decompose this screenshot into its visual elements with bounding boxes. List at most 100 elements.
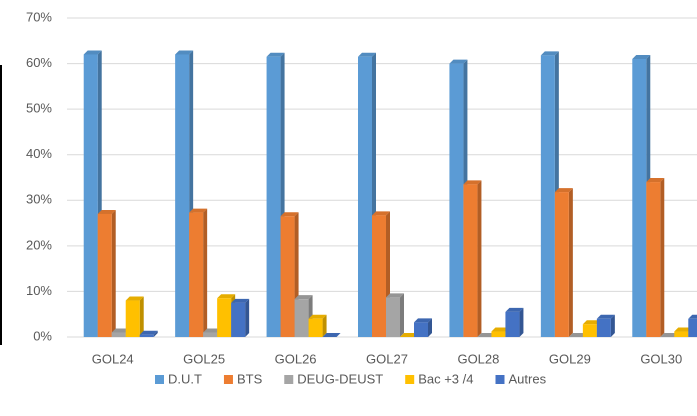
bar [294,299,309,337]
bar [582,324,597,337]
bar-top [674,327,693,332]
bar [231,302,246,337]
bar-top [505,307,524,312]
bar [189,212,204,337]
bar-side [568,188,573,337]
y-tick-label: 30% [26,192,52,207]
bar-top [582,320,601,325]
bar-top [414,318,432,323]
y-tick-label: 10% [26,283,52,298]
bar [266,56,281,337]
bar [463,184,478,337]
bar [358,56,372,337]
bar-side [139,296,144,337]
bar [491,331,506,337]
bar-top [477,333,496,337]
bar-top [491,327,510,332]
bar [280,216,295,337]
bar-top [632,55,651,60]
bar-top [203,328,222,333]
bar-top [175,50,194,55]
bar-side [111,209,116,337]
bar [632,59,647,338]
bar [386,297,400,337]
bar-top [83,50,102,55]
bar [449,63,464,337]
y-tick-label: 0% [33,328,52,343]
bar-top [280,212,299,217]
bar [97,213,112,337]
bar [554,192,569,337]
bar [540,55,555,338]
bar [646,182,661,337]
bar-top [646,178,665,183]
bar-top [111,328,130,333]
legend-label: Bac +3 /4 [418,371,473,386]
bar-side [400,293,404,337]
bar [414,322,428,337]
bar [674,331,689,337]
bar-top [660,333,679,337]
legend-label: BTS [237,371,263,386]
x-tick-label: GOL26 [275,351,317,366]
legend-label: Autres [509,371,547,386]
y-tick-label: 60% [26,55,52,70]
bar-top [294,295,313,300]
bar-top [97,209,116,214]
legend-swatch [495,375,505,384]
y-tick-label: 70% [26,9,52,24]
bar-side [322,314,327,337]
bar [217,298,232,337]
bar-top [139,330,158,335]
bar-top [217,294,236,299]
bar-top [463,180,482,185]
bar-top [372,211,390,216]
y-tick-label: 50% [26,101,52,116]
bar-side [153,330,158,337]
bar [596,318,611,337]
bar-top [308,314,327,319]
bar-top [568,333,587,337]
bar-top [189,208,208,213]
x-tick-label: GOL30 [640,351,682,366]
x-tick-label: GOL24 [92,351,134,366]
bar-top [400,333,418,337]
bar [688,318,697,337]
bar-side [245,298,250,337]
bar-top [231,298,250,303]
x-tick-label: GOL29 [549,351,591,366]
bar-side [477,180,482,337]
legend-swatch [223,375,233,384]
bar [139,334,154,337]
x-tick-label: GOL28 [457,351,499,366]
bar [308,318,323,337]
bar-top [125,296,144,301]
bar-top [322,333,341,337]
bar [125,300,140,337]
legend-label: DEUG-DEUST [297,371,383,386]
bar [111,332,126,337]
bar [505,311,520,337]
x-tick-label: GOL25 [183,351,225,366]
bar-side [428,318,432,337]
legend-swatch [405,375,415,384]
legend-swatch [284,375,294,384]
bar-top [449,59,468,64]
bar [83,54,98,337]
bar-top [688,314,697,319]
legend-swatch [155,375,164,384]
x-tick-label: GOL27 [366,351,408,366]
bar-side [203,208,208,337]
bar-top [358,52,376,57]
bar-side [519,307,524,337]
y-tick-label: 40% [26,146,52,161]
bar-top [596,314,615,319]
bar-top [266,52,285,57]
bar [203,332,218,337]
bar-top [554,188,573,193]
legend-label: D.U.T [168,371,202,386]
bar [175,54,190,337]
bar [372,215,386,337]
